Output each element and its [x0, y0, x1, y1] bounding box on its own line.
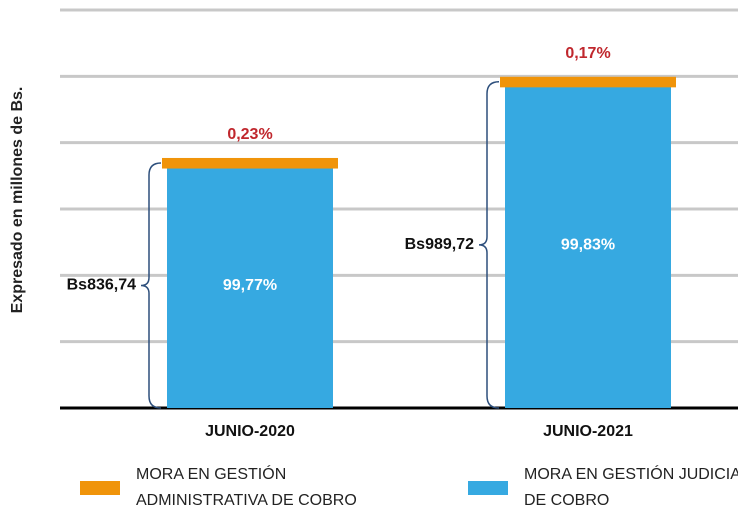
brace — [478, 81, 500, 409]
brace — [140, 162, 162, 409]
y-axis-title: Expresado en millones de Bs. — [9, 87, 26, 314]
bar-segment — [500, 76, 676, 88]
segment-label: 0,23% — [227, 126, 272, 143]
bar-segment — [162, 157, 338, 169]
legend-swatch — [468, 481, 508, 495]
legend-item: MORA EN GESTIÓN ADMINISTRATIVA DE COBRO — [80, 462, 416, 514]
x-tick-label: JUNIO-2020 — [205, 423, 295, 440]
x-tick-label: JUNIO-2021 — [543, 423, 633, 440]
total-label: Bs836,74 — [67, 277, 136, 294]
bar-segment — [505, 82, 671, 409]
segment-label: 99,83% — [561, 236, 615, 253]
legend-item: MORA EN GESTIÓN JUDICIAL DE COBRO — [468, 462, 738, 514]
chart: Expresado en millones de Bs. 99,77% 0,23%… — [9, 8, 738, 440]
legend-swatch — [80, 481, 120, 495]
segment-label: 99,77% — [223, 277, 277, 294]
legend-label: MORA EN GESTIÓN JUDICIAL DE COBRO — [524, 466, 738, 509]
total-label: Bs989,72 — [405, 236, 474, 253]
legend-label: MORA EN GESTIÓN ADMINISTRATIVA DE COBRO — [136, 466, 357, 509]
segment-label: 0,17% — [565, 45, 610, 62]
bar-segment — [167, 163, 333, 408]
